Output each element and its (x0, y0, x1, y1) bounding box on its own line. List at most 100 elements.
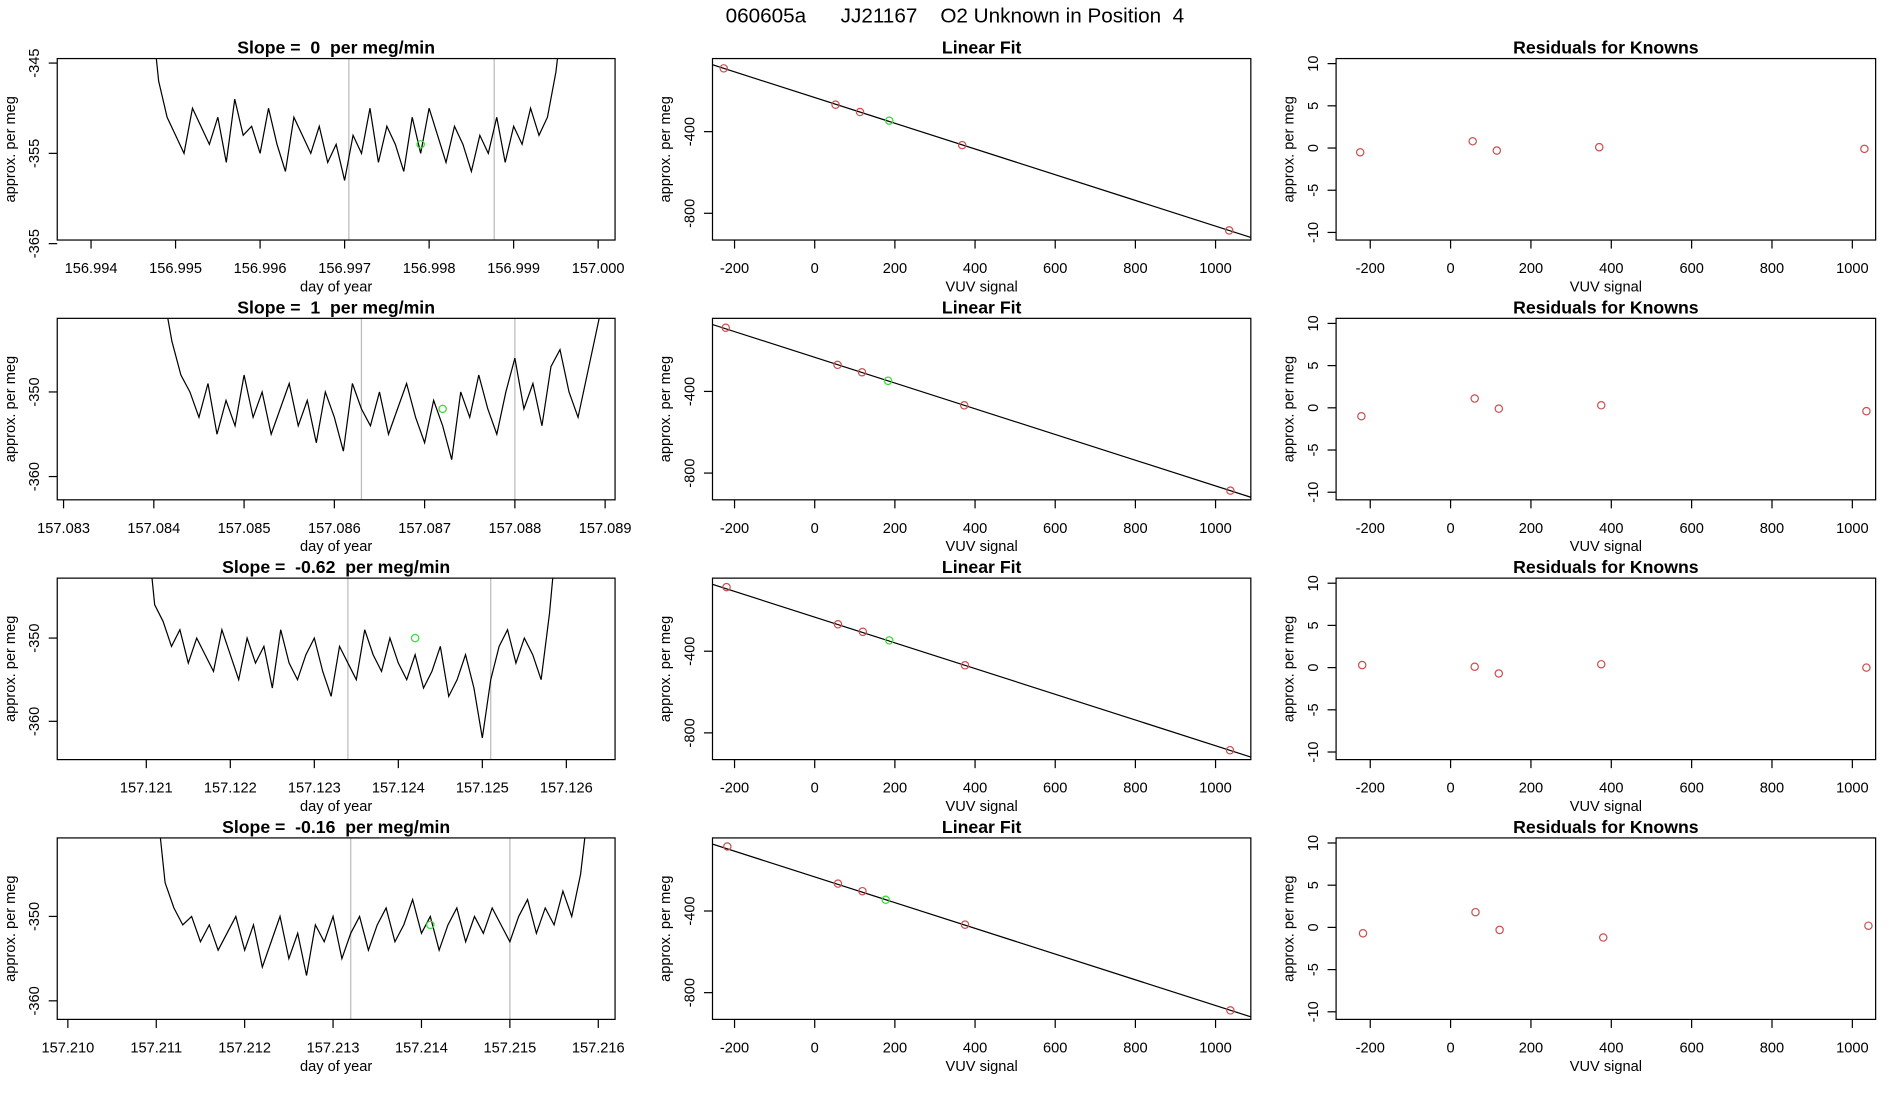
point (883, 376, 893, 386)
point (1225, 745, 1235, 755)
point (1494, 669, 1504, 678)
y-tick-label: -360 (27, 462, 43, 491)
x-tick-label: -200 (720, 521, 749, 537)
x-tick-label: 200 (1519, 781, 1543, 797)
fit-line (712, 64, 1251, 239)
y-tick-label: 5 (1306, 881, 1322, 889)
x-axis-label: VUV signal (1570, 279, 1642, 295)
y-tick-label: 5 (1306, 102, 1322, 110)
x-tick-label: 157.215 (483, 1040, 536, 1056)
panel-title: Linear Fit (942, 37, 1022, 57)
point (959, 401, 969, 410)
figure-title: 060605a JJ21167 O2 Unknown in Position 4 (726, 5, 1184, 28)
y-axis-label: approx. per meg (1282, 875, 1298, 981)
point (1471, 907, 1480, 917)
x-tick-label: 157.122 (204, 781, 257, 797)
panel: Slope = -0.16 per meg/min 157.210 157.211 1… (3, 817, 625, 1075)
y-tick-label: -400 (682, 637, 698, 666)
point (1598, 933, 1608, 942)
plot-frame (1335, 577, 1877, 761)
x-tick-label: 157.087 (398, 521, 451, 537)
x-tick-label: 800 (1760, 781, 1784, 797)
x-tick-label: 200 (1519, 521, 1543, 537)
x-tick-label: 400 (963, 781, 987, 797)
plot-frame (56, 577, 616, 761)
x-tick-label: 1000 (1836, 261, 1869, 277)
plot-area (1358, 907, 1873, 942)
x-tick-label: 1000 (1836, 781, 1869, 797)
point (833, 879, 843, 888)
x-axis-label: VUV signal (946, 799, 1018, 815)
x-tick-label: 157.216 (572, 1040, 625, 1056)
y-tick-label: 10 (1306, 315, 1322, 331)
point (1470, 662, 1479, 672)
x-tick-label: 157.212 (218, 1040, 271, 1056)
y-tick-label: -800 (682, 199, 698, 228)
x-tick-label: 157.085 (218, 521, 271, 537)
y-tick-label: -10 (1306, 1001, 1322, 1022)
x-tick-label: 156.999 (487, 261, 540, 277)
fit-line (712, 583, 1251, 758)
x-tick-label: 157.089 (579, 521, 632, 537)
x-tick-label: 157.086 (308, 521, 361, 537)
highlight-point (416, 140, 425, 149)
panel-title: Residuals for Knowns (1513, 37, 1699, 57)
y-tick-label: -10 (1306, 741, 1322, 762)
point (857, 367, 867, 377)
plot-area (1355, 137, 1869, 157)
x-tick-label: 0 (811, 261, 819, 277)
x-tick-label: 600 (1043, 1040, 1067, 1056)
x-axis-label: VUV signal (946, 1059, 1018, 1075)
point (957, 140, 967, 150)
x-tick-label: 157.210 (41, 1040, 94, 1056)
x-tick-label: 157.125 (456, 781, 509, 797)
y-axis-label: approx. per meg (1282, 356, 1298, 462)
panel-title: Slope = -0.16 per meg/min (222, 817, 450, 837)
x-tick-label: -200 (1356, 521, 1385, 537)
panel: Linear Fit -200 0 200 400 600 800 1000 VUV signa… (658, 297, 1252, 555)
x-tick-label: 157.121 (120, 781, 173, 797)
x-tick-label: 156.998 (403, 261, 456, 277)
y-axis-label: approx. per meg (1282, 96, 1298, 202)
fit-line (712, 323, 1251, 498)
x-axis-label: VUV signal (1570, 799, 1642, 815)
x-tick-label: 157.124 (372, 781, 425, 797)
x-tick-label: 600 (1679, 1040, 1703, 1056)
panel: Residuals for Knowns-200 0 200 400 600 800 100… (1282, 817, 1877, 1075)
x-tick-label: 157.000 (572, 261, 625, 277)
point (1492, 146, 1502, 155)
plot-area (1357, 659, 1871, 678)
point (833, 620, 843, 629)
y-tick-label: 0 (1306, 923, 1322, 931)
x-axis-label: day of year (300, 1059, 372, 1075)
x-tick-label: 156.995 (149, 261, 202, 277)
point (1468, 137, 1477, 146)
y-tick-label: 5 (1306, 621, 1322, 629)
x-axis-label: VUV signal (1570, 1059, 1642, 1075)
x-axis-label: VUV signal (1570, 539, 1642, 555)
x-tick-label: 200 (883, 1040, 907, 1056)
point (858, 886, 867, 896)
y-tick-label: 0 (1306, 664, 1322, 672)
panel: Residuals for Knowns-200 0 200 400 600 800 100… (1282, 297, 1877, 555)
y-tick-label: -350 (27, 623, 43, 652)
point (1494, 404, 1504, 413)
point (833, 360, 842, 370)
plot-area (712, 582, 1251, 758)
series-line (155, 58, 559, 181)
y-tick-label: -345 (27, 48, 43, 77)
y-tick-label: -10 (1306, 222, 1322, 243)
plot-frame (711, 57, 1252, 241)
x-tick-label: 600 (1679, 261, 1703, 277)
x-tick-label: 156.997 (318, 261, 371, 277)
panel: Linear Fit -200 0 200 400 600 800 1000 VUV signa… (658, 557, 1252, 815)
x-tick-label: 1000 (1199, 521, 1232, 537)
y-tick-label: 10 (1306, 835, 1322, 851)
plot-area (159, 837, 586, 1020)
x-tick-label: 600 (1043, 781, 1067, 797)
x-tick-label: 400 (1599, 1040, 1623, 1056)
y-axis-label: approx. per meg (1282, 616, 1298, 722)
x-tick-label: -200 (720, 261, 749, 277)
x-tick-label: -200 (1356, 1040, 1385, 1056)
